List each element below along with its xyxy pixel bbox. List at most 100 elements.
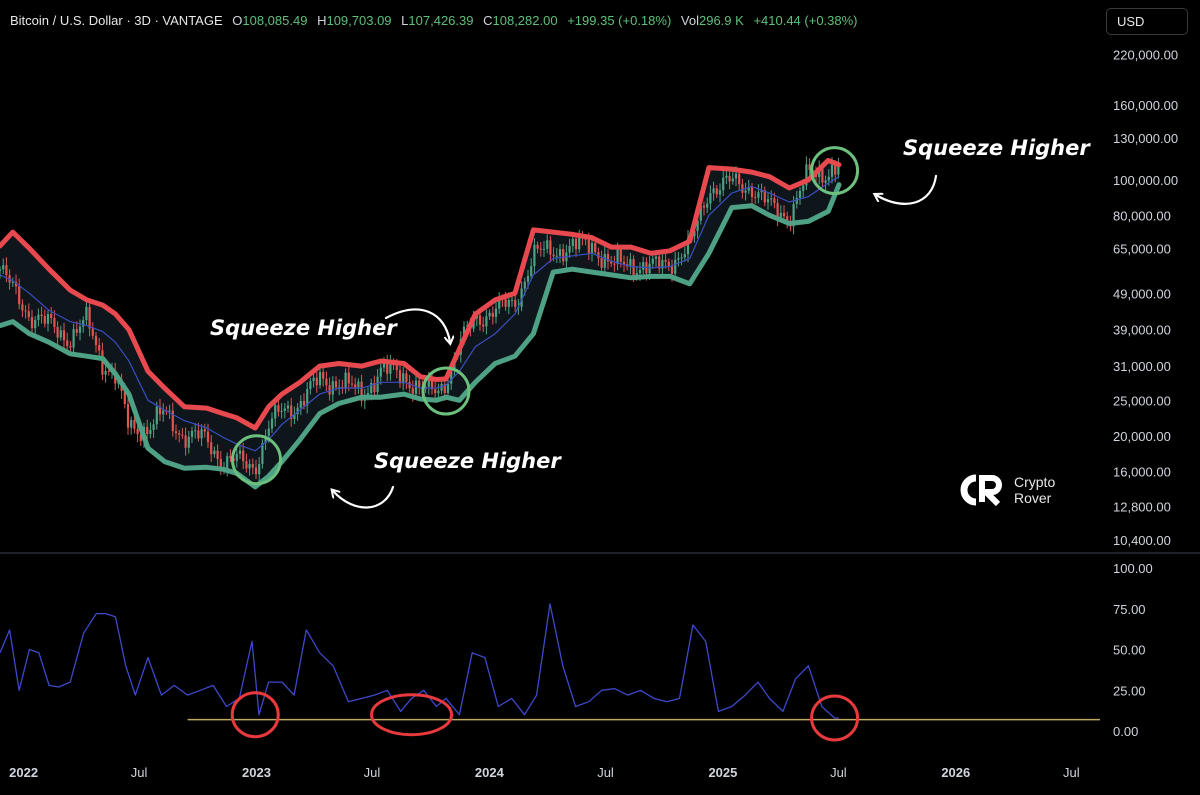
candle-body: [770, 198, 773, 200]
time-axis-tick-label: 2025: [708, 765, 737, 780]
candle-body: [562, 249, 565, 262]
symbol-title[interactable]: Bitcoin / U.S. Dollar · 3D · VANTAGE: [10, 13, 223, 28]
candle-body: [238, 450, 242, 454]
candle-body: [267, 428, 270, 436]
candle-body: [571, 238, 574, 247]
currency-button[interactable]: USD: [1106, 8, 1188, 35]
candle-body: [203, 429, 206, 432]
candle-body: [133, 419, 136, 429]
candle-body: [763, 190, 766, 203]
candle-body: [776, 203, 779, 219]
candle-body: [786, 216, 789, 222]
annotation-arrow: [876, 174, 938, 205]
candle-body: [523, 281, 526, 289]
candle-body: [526, 275, 530, 282]
candle-body: [629, 259, 632, 267]
candle-body: [434, 389, 437, 394]
candle-body: [398, 370, 402, 384]
candle-body: [274, 405, 277, 419]
indicator-pane[interactable]: [0, 603, 1100, 721]
candle-body: [171, 410, 174, 432]
candle-body: [779, 212, 782, 219]
bollinger-upper-band: [0, 157, 842, 431]
candle-body: [533, 244, 536, 267]
time-axis-tick-label: 2023: [242, 765, 271, 780]
candle-body: [190, 430, 194, 437]
candle-body: [139, 434, 142, 442]
candle-body: [507, 300, 510, 307]
candle-body: [827, 176, 830, 181]
candle-body: [485, 316, 488, 327]
bollinger-lower-band: [0, 182, 842, 490]
candle-body: [654, 256, 658, 259]
candle-body: [773, 198, 776, 204]
candle-body: [808, 164, 811, 171]
open-label: O: [232, 13, 243, 28]
candle-body: [280, 410, 283, 412]
volume-value: 296.9 K: [698, 13, 744, 28]
candle-body: [98, 345, 101, 351]
candle-body: [376, 376, 379, 393]
price-pane[interactable]: [0, 156, 842, 490]
indicator-axis-tick-label: 0.00: [1113, 724, 1138, 739]
annotation-squeeze-higher-1: Squeeze Higher: [210, 316, 397, 340]
price-axis-tick-label: 100,000.00: [1113, 173, 1178, 188]
candle-body: [270, 418, 274, 429]
brand-line-2: Rover: [1014, 490, 1052, 506]
candle-body: [750, 186, 754, 198]
candle-body: [597, 252, 600, 259]
candle-body: [552, 254, 555, 257]
candle-body: [546, 240, 549, 249]
price-axis-tick-label: 25,000.00: [1113, 393, 1171, 408]
candle-body: [104, 370, 107, 375]
high-value: 109,703.09: [326, 13, 392, 28]
candle-body: [130, 419, 133, 428]
candle-body: [712, 188, 715, 194]
candle-body: [37, 314, 40, 321]
time-axis-tick-label: 2026: [941, 765, 970, 780]
candle-body: [85, 306, 88, 321]
candle-body: [446, 383, 450, 394]
candle-body: [734, 173, 738, 179]
candle-body: [405, 373, 408, 382]
candle-body: [94, 335, 98, 346]
candle-body: [696, 220, 699, 232]
indicator-axis[interactable]: 100.00 75.00 50.00 25.00 0.00: [1113, 561, 1153, 739]
candle-body: [530, 266, 533, 276]
candle-body: [792, 203, 795, 227]
time-axis[interactable]: 2022 Jul 2023 Jul 2024 Jul 2025 Jul 2026 Jul: [9, 765, 1080, 780]
candle-body: [206, 431, 210, 443]
candle-body: [174, 431, 178, 434]
price-axis[interactable]: 220,000.00 160,000.00 130,000.00 100,000.00…: [1113, 47, 1178, 547]
candle-body: [504, 299, 507, 307]
candle-body: [318, 372, 322, 386]
candle-body: [498, 298, 501, 309]
candle-body: [200, 429, 203, 439]
indicator-axis-tick-label: 50.00: [1113, 643, 1146, 658]
candle-body: [293, 414, 296, 419]
candle-body: [437, 390, 440, 394]
volume-label: Vol: [680, 13, 699, 28]
candle-body: [158, 406, 162, 415]
volume-change-value: +410.44 (+0.38%): [753, 13, 858, 28]
candle-body: [718, 190, 722, 195]
price-axis-tick-label: 31,000.00: [1113, 359, 1171, 374]
candle-body: [699, 205, 702, 221]
candle-body: [450, 368, 453, 384]
candle-body: [331, 381, 334, 395]
candle-body: [677, 257, 680, 260]
price-axis-tick-label: 20,000.00: [1113, 429, 1171, 444]
squeeze-highlight-circle: [230, 434, 282, 486]
brand-line-1: Crypto: [1014, 474, 1056, 490]
candle-body: [622, 261, 626, 265]
candle-body: [306, 389, 309, 406]
candle-body: [290, 405, 293, 419]
candle-body: [782, 212, 786, 217]
candle-body: [59, 330, 62, 338]
candle-body: [603, 253, 606, 268]
candle-body: [75, 329, 78, 333]
candle-body: [728, 175, 731, 182]
squeeze-highlight-circle: [421, 366, 471, 416]
candle-body: [619, 249, 622, 262]
